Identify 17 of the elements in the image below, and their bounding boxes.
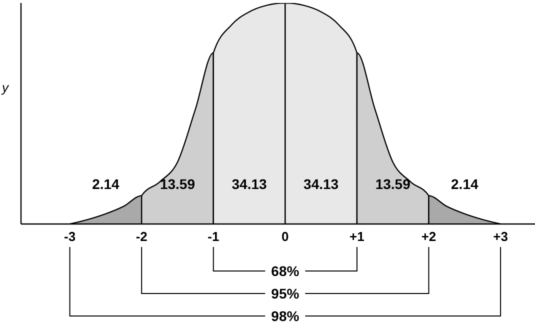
y-axis-title: y xyxy=(1,80,10,95)
annotation: 34.13 xyxy=(232,176,268,192)
x-tick-label: +1 xyxy=(350,229,364,244)
x-tick-label: +3 xyxy=(493,229,508,244)
x-tick-label: +2 xyxy=(421,229,436,244)
text: 68% xyxy=(271,262,300,279)
annotation: 2.14 xyxy=(92,176,120,192)
x-tick-label: -1 xyxy=(208,229,220,244)
text: 98% xyxy=(271,308,300,322)
annotation: 2.14 xyxy=(451,176,478,192)
text: 95% xyxy=(271,285,300,302)
x-tick-label: 0 xyxy=(282,229,289,244)
x-tick-label: -2 xyxy=(136,229,148,244)
x-tick-label: -3 xyxy=(64,229,76,244)
annotation: 34.13 xyxy=(304,176,339,192)
annotation: 13.59 xyxy=(160,176,196,192)
annotation: 13.59 xyxy=(375,176,411,192)
